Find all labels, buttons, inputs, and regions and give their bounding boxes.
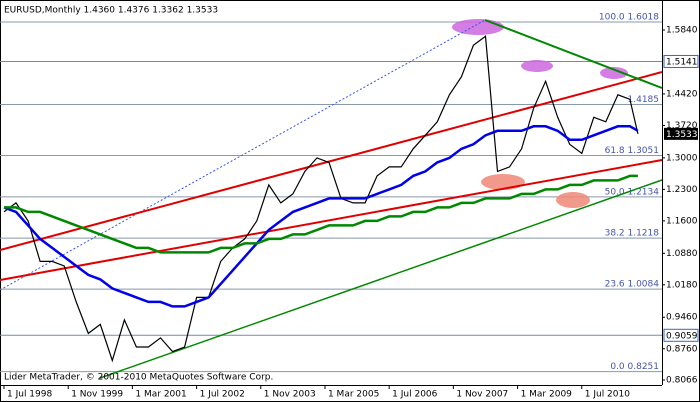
chart-title: EURUSD,Monthly 1.4360 1.4376 1.3362 1.35… (4, 6, 218, 16)
axes-layer: 1.5141 0.9059 1.5840 1.4420 1.3720 1.3000 1.23… (3, 25, 699, 400)
last-price-box (664, 127, 698, 140)
price-label: 0.9059 (666, 331, 698, 341)
series-line (3, 35, 639, 363)
highlight (556, 192, 590, 208)
fib-label: 61.8 1.3051 (605, 146, 659, 156)
x-tick-label: 1 Nov 2007 (456, 390, 508, 400)
last-price-label: 1.3533 (666, 130, 698, 140)
series-line (4, 174, 638, 254)
fib-label: 100.0 1.6018 (599, 12, 659, 22)
x-tick-label: 1 Mar 2009 (521, 390, 573, 400)
fib-label: 0.0 0.8251 (610, 362, 659, 372)
price-box (663, 54, 699, 68)
x-tick-label: 1 Jul 2010 (585, 390, 630, 400)
y-tick-label: 0.8066 (666, 376, 698, 386)
y-tick-label: 1.0880 (666, 249, 698, 259)
highlight (600, 67, 628, 79)
highlight (481, 174, 525, 190)
x-tick-label: 1 Mar 2005 (328, 390, 379, 400)
plot-layer (3, 35, 639, 363)
y-tick-label: 1.5840 (666, 25, 698, 35)
y-tick-label: 1.3720 (666, 121, 698, 131)
y-tick-label: 1.4420 (666, 89, 698, 99)
fib-label: 50.0 1.2134 (605, 187, 660, 197)
fib-label: 38.2 1.1218 (605, 229, 660, 239)
highlight (452, 19, 504, 35)
x-tick-label: 1 Jul 2006 (392, 390, 437, 400)
y-tick-label: 1.0180 (666, 280, 698, 290)
y-tick-label: 1.1600 (666, 216, 698, 226)
x-tick-label: 1 Nov 1999 (71, 390, 123, 400)
trend-line (0, 19, 486, 291)
x-tick-label: 1 Jul 2002 (200, 390, 245, 400)
x-tick-label: 1 Mar 2001 (135, 390, 186, 400)
highlight (521, 60, 553, 72)
y-tick-label: 0.9460 (666, 313, 698, 323)
x-tick-label: 1 Jul 1998 (7, 390, 52, 400)
y-tick-label: 1.2300 (666, 185, 698, 195)
trend-line (99, 179, 663, 379)
trend-line (0, 159, 663, 281)
y-tick-label: 0.8760 (666, 344, 698, 354)
fib-label: 23.6 1.0084 (605, 280, 660, 290)
footer: Lider MetaTrader, © 2001-2010 MetaQuotes… (4, 373, 273, 383)
series-line (3, 125, 639, 308)
fib-label: 1.4185 (628, 95, 660, 105)
trend-line (0, 71, 663, 251)
price-box (663, 328, 699, 342)
y-tick-label: 1.3000 (666, 153, 698, 163)
price-label: 1.5141 (666, 57, 698, 67)
x-tick-label: 1 Nov 2003 (264, 390, 316, 400)
trend-line (484, 19, 663, 89)
fib-layer: 100.0 1.6018 1.4185 61.8 1.3051 50.0 1.2134… (0, 12, 662, 373)
